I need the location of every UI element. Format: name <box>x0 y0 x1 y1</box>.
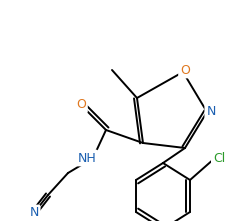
Text: N: N <box>29 206 39 219</box>
Text: N: N <box>205 105 215 118</box>
Text: Cl: Cl <box>212 152 224 164</box>
Text: O: O <box>76 99 86 112</box>
Text: NH: NH <box>77 152 96 164</box>
Text: O: O <box>179 63 189 76</box>
